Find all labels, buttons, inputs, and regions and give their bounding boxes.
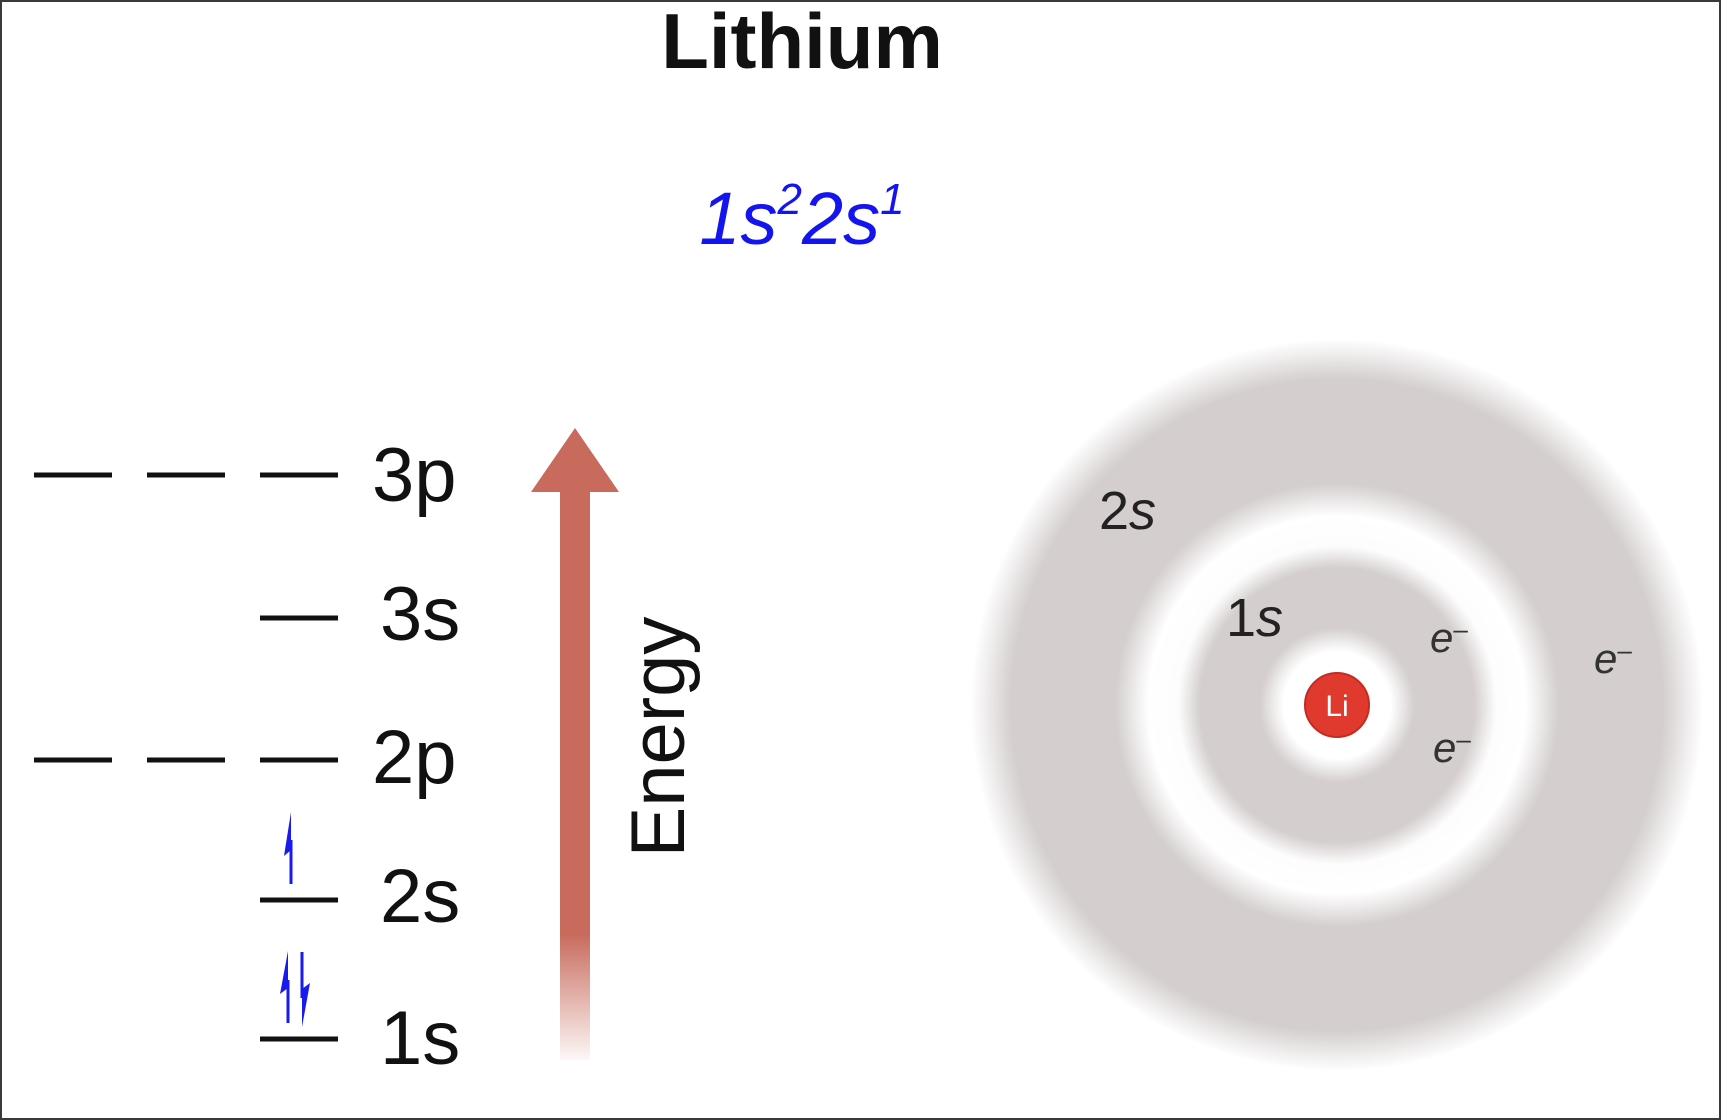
- shell-label-1s-number: 1: [1226, 588, 1256, 648]
- energy-level-diagram: [34, 472, 338, 1042]
- electron-label-2s: e–: [1594, 635, 1632, 682]
- electron-label-1s-a: e–: [1430, 614, 1468, 661]
- shell-label-1s: 1s: [1226, 588, 1283, 648]
- shell-label-2s: 2s: [1099, 481, 1156, 541]
- spin-down-arrow-1s: [300, 952, 310, 1027]
- nucleus: [1304, 672, 1370, 738]
- shell-label-2s-number: 2: [1099, 481, 1129, 541]
- level-label-2s: 2s: [380, 854, 460, 939]
- nucleus-label: Li: [1325, 690, 1348, 723]
- energy-arrow-head: [531, 428, 619, 492]
- spin-up-arrow-2s: [284, 812, 293, 884]
- spin-up-arrow-1s: [280, 951, 290, 1023]
- diagram-title: Lithium: [661, 0, 943, 85]
- atom-model: Li 1s 2s e– e– e–: [967, 335, 1707, 1075]
- config-term-1-orbital: 1s: [699, 177, 777, 260]
- config-term-1-superscript: 2: [777, 175, 802, 224]
- energy-axis-label: Energy: [616, 617, 701, 858]
- energy-arrow: [531, 428, 619, 1060]
- config-term-2-superscript: 1: [880, 175, 904, 224]
- energy-arrow-shaft: [560, 485, 590, 1060]
- electron-label-1s-b: e–: [1433, 724, 1471, 771]
- level-label-1s: 1s: [380, 996, 460, 1081]
- level-label-2p: 2p: [372, 715, 457, 800]
- electron-spin-arrows: [280, 812, 310, 1027]
- level-label-3s: 3s: [380, 572, 460, 657]
- shell-label-1s-letter: s: [1256, 588, 1283, 648]
- config-term-2-orbital: 2s: [801, 177, 880, 260]
- level-label-3p: 3p: [372, 433, 457, 518]
- electron-configuration: 1s22s1: [699, 175, 904, 260]
- shell-label-2s-letter: s: [1129, 481, 1156, 541]
